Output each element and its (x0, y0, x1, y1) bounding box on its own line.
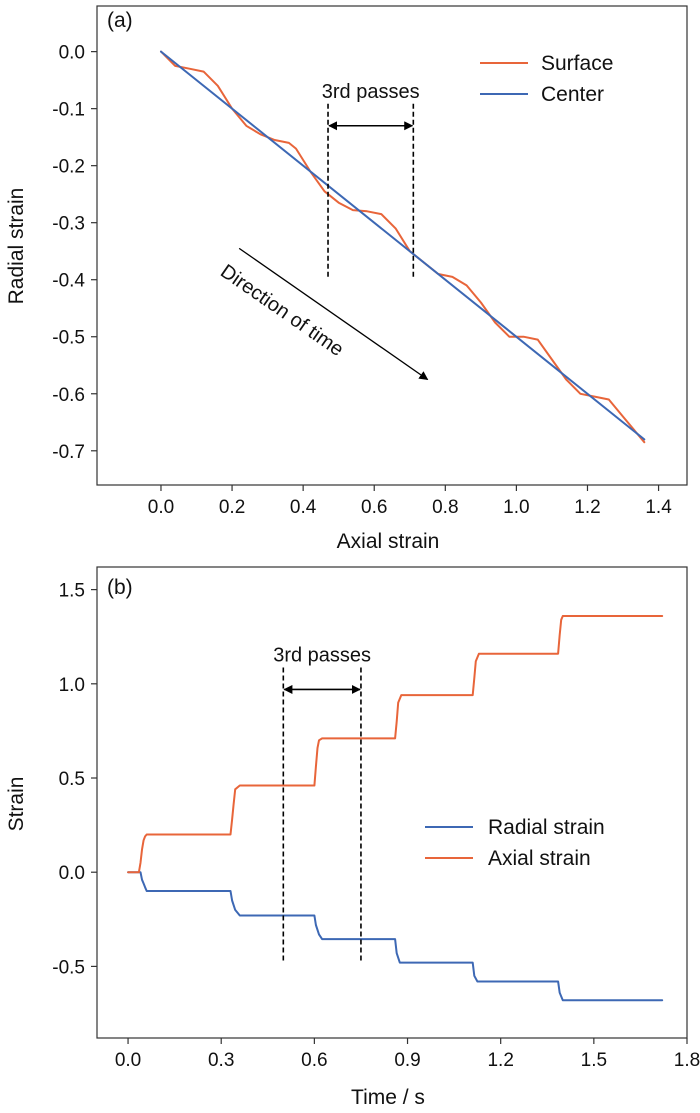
series-line-surface (160, 50, 646, 444)
y-tick-label: 0.5 (59, 769, 85, 790)
panel-b-label: (b) (107, 576, 133, 599)
y-tick-label: -0.5 (52, 328, 85, 349)
x-tick-label: 0.8 (432, 497, 458, 518)
panel-b-series (127, 615, 664, 1002)
panel-a-bracket-label: 3rd passes (322, 81, 420, 103)
x-tick-label: 1.0 (503, 497, 529, 518)
legend-label-radial-strain: Radial strain (488, 816, 605, 839)
x-tick-label: 0.6 (301, 1050, 327, 1071)
panel-b-bracket-label: 3rd passes (273, 644, 371, 666)
panel-a-direction-arrow (238, 247, 429, 381)
series-line-radial-strain (127, 871, 664, 1002)
panel-a-plot-frame (96, 5, 688, 486)
x-tick-label: 0.6 (361, 497, 387, 518)
x-tick-label: 0.2 (219, 497, 245, 518)
panel-a-x-ticks: 0.0 0.2 0.4 0.6 0.8 1.0 1.2 1.4 (148, 485, 672, 518)
x-tick-label: 0.9 (394, 1050, 420, 1071)
x-tick-label: 0.0 (148, 497, 174, 518)
y-tick-label: -0.2 (52, 157, 85, 178)
y-tick-label: -0.4 (52, 271, 85, 292)
x-tick-label: 1.2 (487, 1050, 513, 1071)
panel-b-x-ticks: 0.0 0.3 0.6 0.9 1.2 1.5 1.8 (115, 1038, 700, 1071)
panel-b-y-axis-label: Strain (5, 777, 28, 832)
panel-a-legend: Surface Center (480, 52, 613, 106)
x-tick-label: 1.4 (645, 497, 672, 518)
panel-a-y-axis-label: Radial strain (5, 188, 28, 305)
panel-b-x-axis-label: Time / s (351, 1086, 425, 1109)
panel-a-label: (a) (107, 9, 133, 32)
y-tick-label: 0.0 (59, 43, 85, 64)
x-tick-label: 0.4 (290, 497, 317, 518)
x-tick-label: 0.3 (208, 1050, 234, 1071)
x-tick-label: 0.0 (115, 1050, 141, 1071)
y-tick-label: -0.3 (52, 214, 85, 235)
y-tick-label: 0.0 (59, 863, 85, 884)
panel-b-plot-frame (96, 566, 688, 1039)
legend-label-surface: Surface (541, 52, 613, 75)
panel-a-x-axis-label: Axial strain (337, 530, 440, 553)
panel-b-annotations: 3rd passes (273, 644, 371, 961)
y-tick-label: -0.7 (52, 442, 85, 463)
panel-b-legend: Radial strain Axial strain (425, 816, 605, 870)
legend-label-center: Center (541, 83, 604, 106)
panel-a: (a) Axial strain Radial strain 0.0 0.2 0.4… (5, 5, 688, 553)
panel-b: (b) Time / s Strain 0.0 0.3 0.6 0.9 1.2 1.5 1.… (5, 566, 700, 1109)
legend-label-axial-strain: Axial strain (488, 847, 591, 870)
x-tick-label: 1.2 (574, 497, 600, 518)
y-tick-label: 1.5 (59, 581, 85, 602)
y-tick-label: -0.1 (52, 100, 85, 121)
panel-a-y-ticks: 0.0 -0.1 -0.2 -0.3 -0.4 -0.5 -0.6 -0.7 (52, 43, 97, 463)
series-line-axial-strain (127, 615, 664, 874)
y-tick-label: 1.0 (59, 675, 85, 696)
panel-b-y-ticks: -0.5 0.0 0.5 1.0 1.5 (52, 581, 97, 978)
panel-a-series (160, 50, 646, 444)
series-line-center (160, 50, 646, 441)
y-tick-label: -0.5 (52, 957, 85, 978)
x-tick-label: 1.5 (581, 1050, 607, 1071)
x-tick-label: 1.8 (674, 1050, 700, 1071)
y-tick-label: -0.6 (52, 385, 85, 406)
